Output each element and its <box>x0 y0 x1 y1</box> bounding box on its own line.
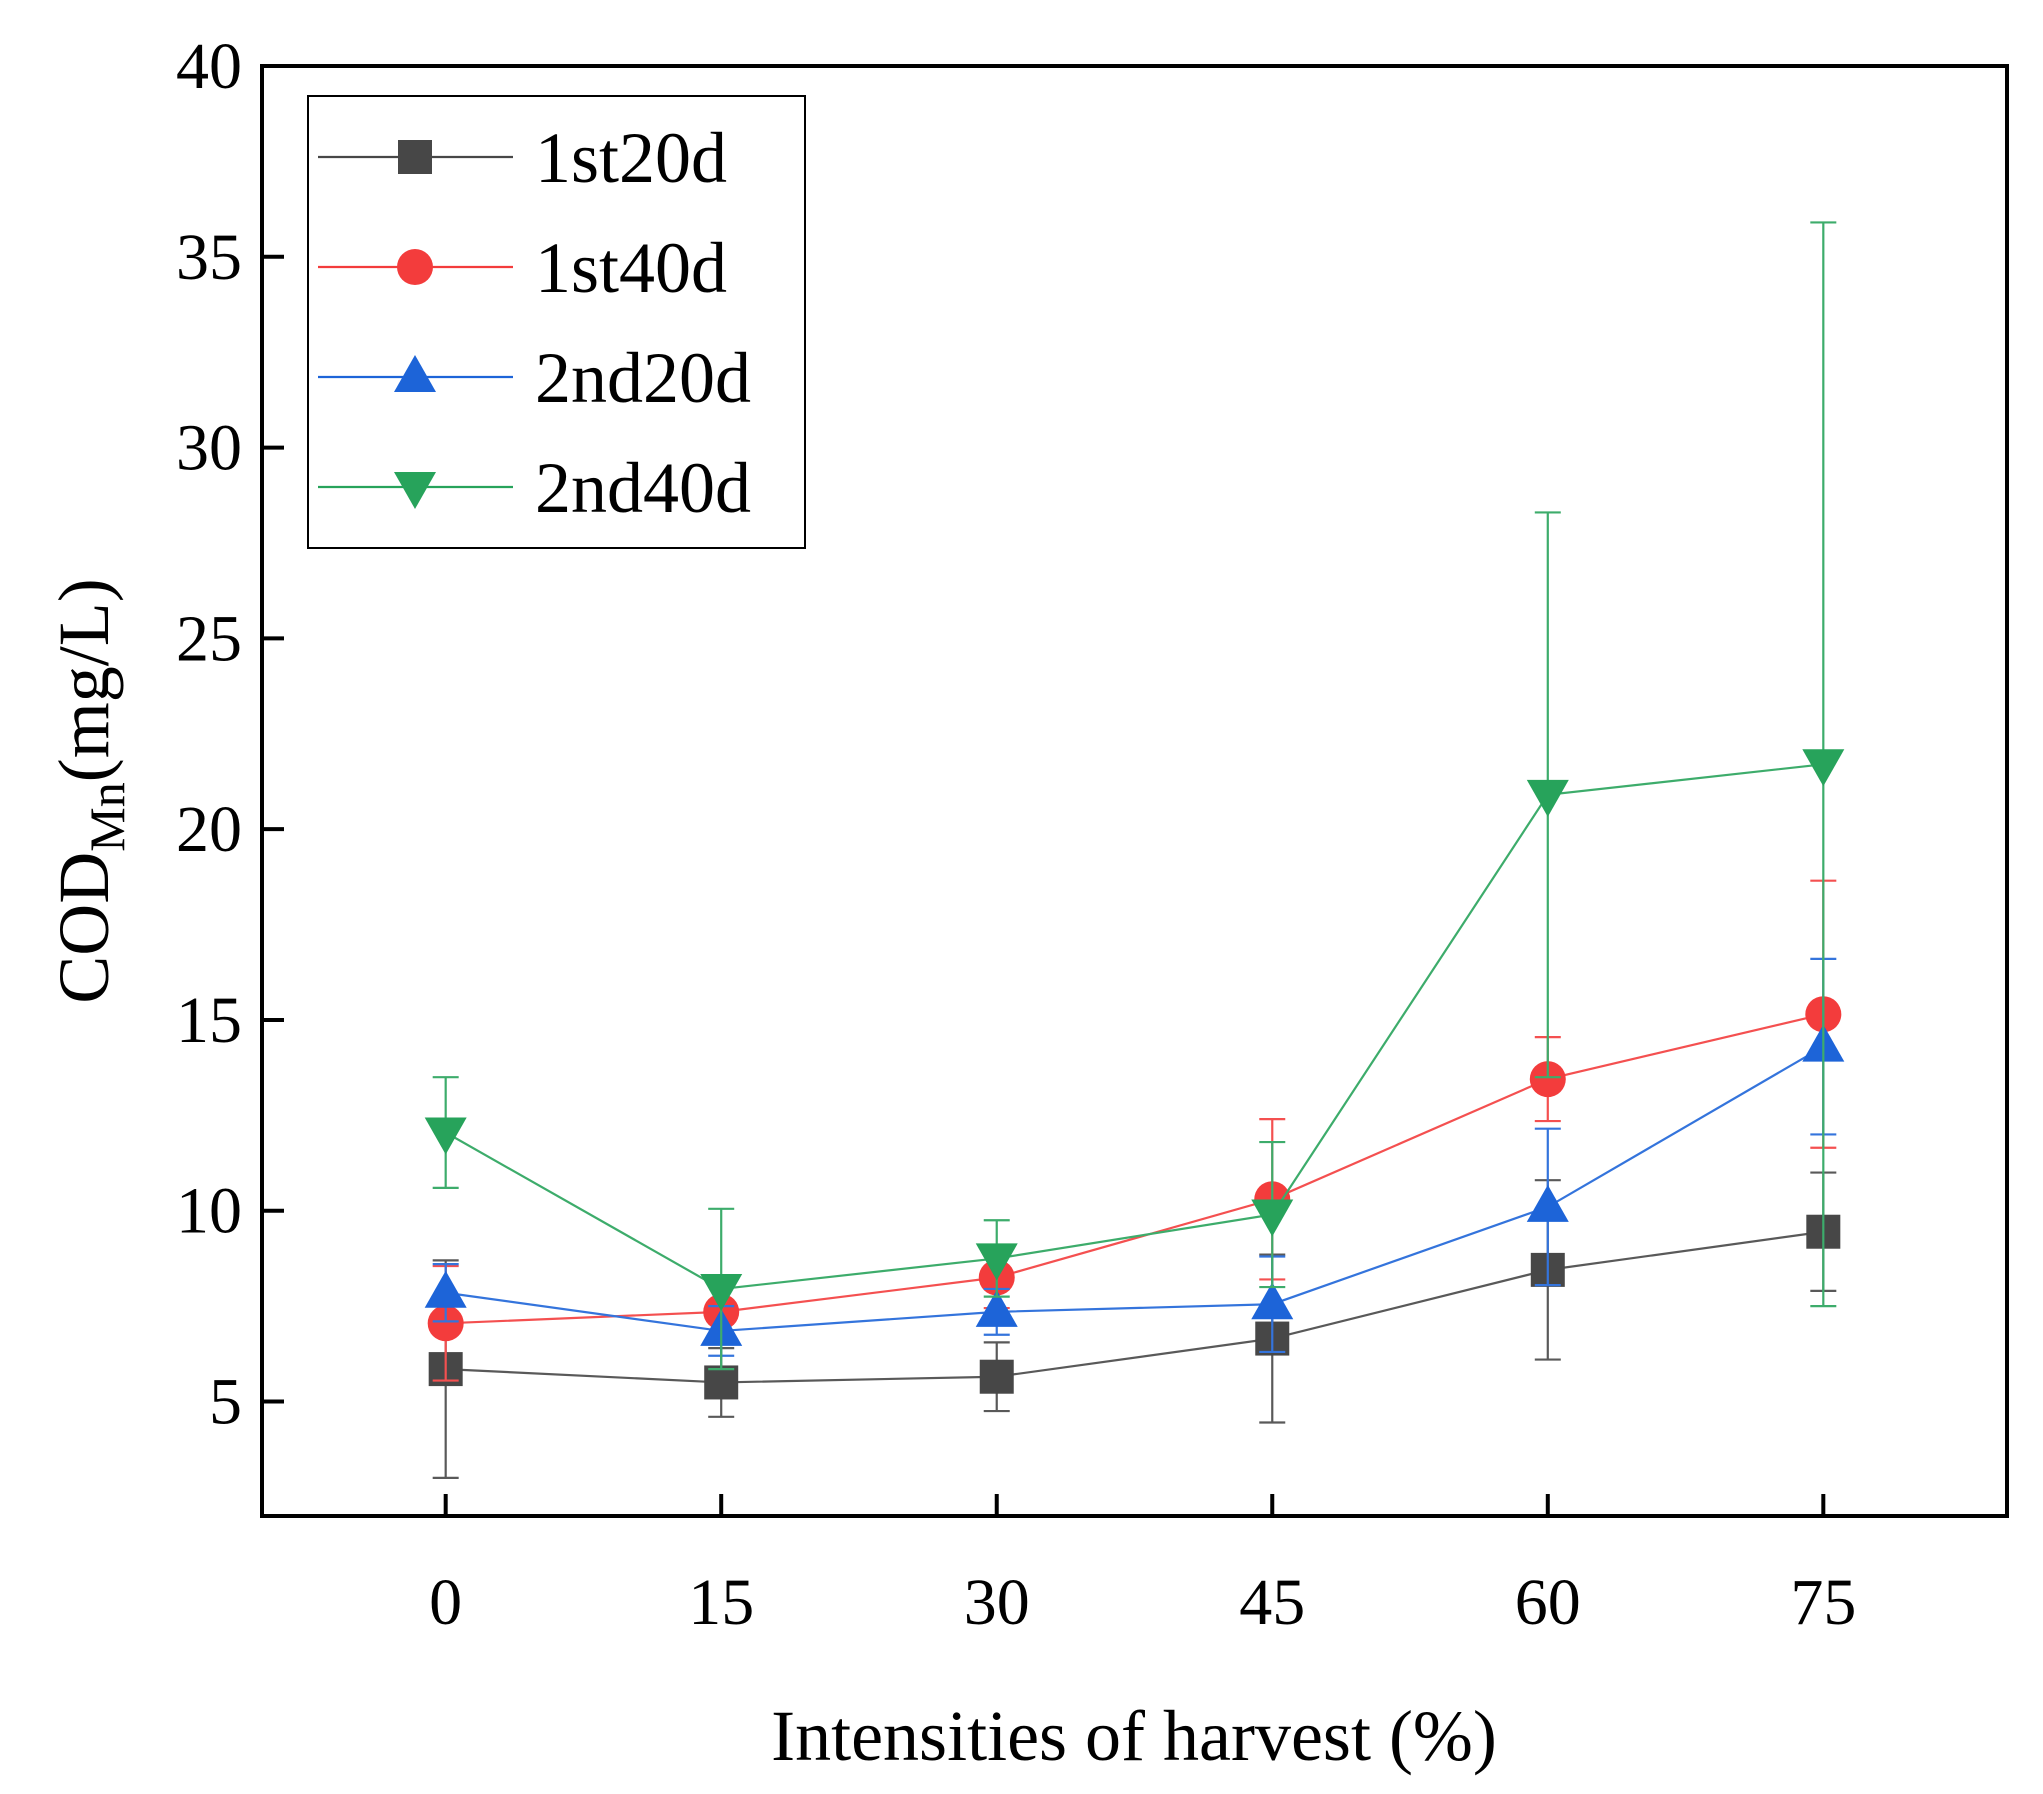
series-1st40d <box>427 879 1842 1382</box>
legend-label: 1st20d <box>535 118 727 198</box>
x-tick-label: 0 <box>429 1566 462 1639</box>
y-tick-label: 35 <box>176 221 242 294</box>
y-tick-label: 15 <box>176 984 242 1057</box>
series-2nd20d <box>424 957 1845 1357</box>
data-point <box>424 1270 467 1308</box>
legend-label: 1st40d <box>535 228 727 308</box>
y-axis-label-subscript: Mn <box>79 782 135 851</box>
legend-marker <box>394 472 436 509</box>
data-point <box>1251 1282 1294 1320</box>
data-point <box>1526 1184 1569 1222</box>
y-tick-label: 30 <box>176 412 242 485</box>
x-tick-label: 45 <box>1239 1566 1305 1639</box>
y-tick-label: 40 <box>176 30 242 103</box>
data-point <box>1526 779 1569 817</box>
plot-area <box>424 221 1845 1479</box>
series-line <box>445 1230 1824 1384</box>
series-2nd40d <box>424 221 1845 1371</box>
data-point <box>700 1273 743 1311</box>
data-point <box>424 1117 467 1155</box>
x-tick-label: 60 <box>1515 1566 1581 1639</box>
y-tick-label: 5 <box>209 1366 242 1439</box>
data-point <box>975 1243 1018 1281</box>
x-tick-label: 30 <box>964 1566 1030 1639</box>
data-point <box>1802 749 1845 787</box>
legend-box <box>307 95 806 549</box>
y-tick-label: 20 <box>176 793 242 866</box>
y-axis-label-unit: (mg/L) <box>44 578 124 782</box>
x-axis-label: Intensities of harvest (%) <box>771 1696 1497 1776</box>
series-line <box>445 1013 1824 1325</box>
legend-marker <box>398 140 432 174</box>
data-point <box>704 1365 739 1400</box>
legend-marker <box>397 249 433 285</box>
legend-label: 2nd20d <box>535 338 751 418</box>
data-point <box>1529 1061 1566 1098</box>
legend-label: 2nd40d <box>535 448 751 528</box>
series-1st20d <box>428 1171 1841 1479</box>
legend: 1st20d 1st40d 2nd20d 2nd40d <box>307 95 806 549</box>
data-point <box>1251 1199 1294 1237</box>
y-axis-label-main: COD <box>44 852 124 1004</box>
data-point <box>427 1305 464 1342</box>
y-tick-label: 25 <box>176 602 242 675</box>
data-point <box>975 1289 1018 1327</box>
plot-frame <box>260 64 2009 1518</box>
x-tick-label: 75 <box>1790 1566 1856 1639</box>
data-point <box>979 1359 1014 1394</box>
y-axis-label: CODMn(mg/L) <box>44 578 135 1003</box>
x-tick-label: 15 <box>688 1566 754 1639</box>
axes: 5 10 15 20 25 30 35 40 0 15 30 45 60 75 <box>176 30 1856 1639</box>
legend-marker <box>394 355 436 392</box>
series-line <box>445 1045 1824 1333</box>
y-tick-label: 10 <box>176 1175 242 1248</box>
series-line <box>445 763 1824 1291</box>
